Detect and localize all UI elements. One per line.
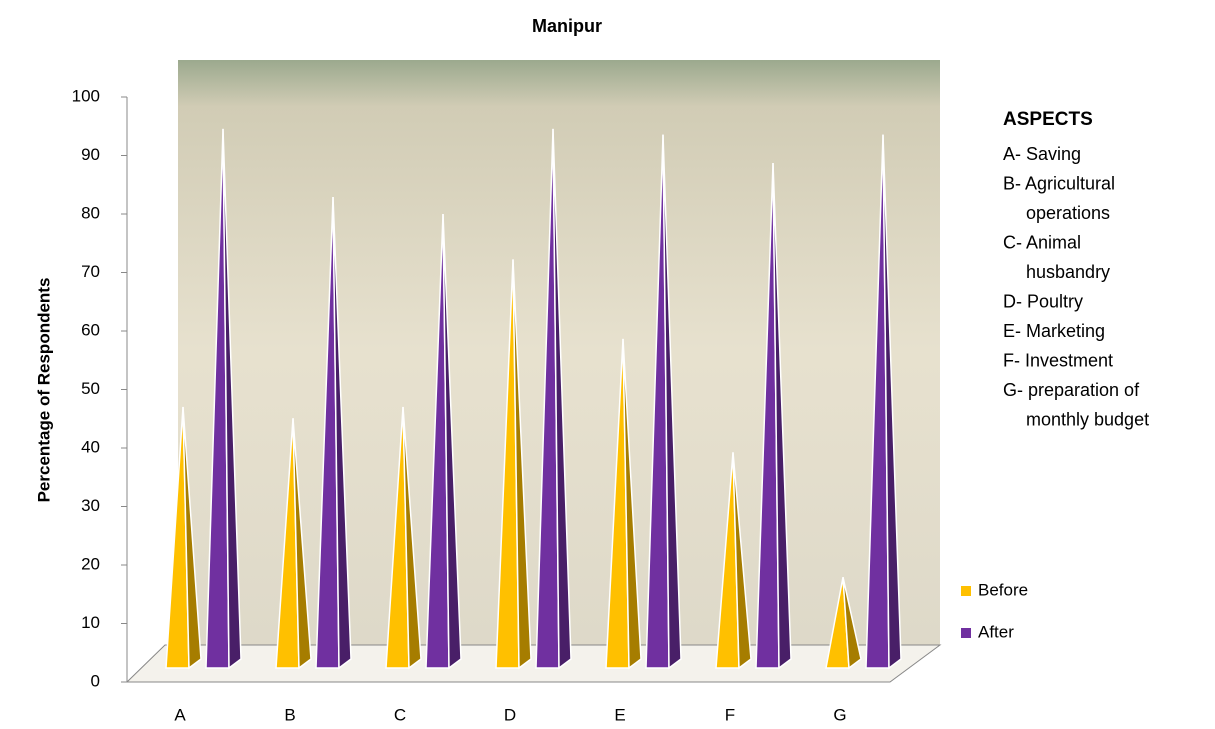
y-tick-label: 100 xyxy=(72,86,100,105)
pyramid-face xyxy=(622,338,642,670)
pyramid-face xyxy=(332,196,352,670)
pyramid xyxy=(825,577,862,670)
x-tick-label: D xyxy=(504,705,516,724)
pyramid-face xyxy=(182,406,202,670)
pyramid xyxy=(165,406,202,670)
aspects-title: ASPECTS xyxy=(1003,109,1093,130)
aspect-line: D- Poultry xyxy=(1003,291,1083,311)
pyramid xyxy=(495,259,532,670)
pyramid-face xyxy=(732,452,752,670)
aspect-line: C- Animal xyxy=(1003,232,1081,252)
y-tick-label: 30 xyxy=(81,496,100,515)
y-tick-label: 90 xyxy=(81,145,100,164)
pyramid xyxy=(205,128,242,670)
aspect-line: B- Agricultural xyxy=(1003,173,1115,193)
pyramid xyxy=(605,338,642,670)
aspect-line: A- Saving xyxy=(1003,144,1081,164)
y-tick-label: 10 xyxy=(81,613,100,632)
y-tick-label: 40 xyxy=(81,437,100,456)
pyramid xyxy=(645,134,682,670)
legend-swatch xyxy=(961,628,971,638)
pyramid xyxy=(755,162,792,670)
y-tick-label: 80 xyxy=(81,203,100,222)
pyramid xyxy=(715,452,752,670)
aspect-line: husbandry xyxy=(1026,262,1110,282)
x-tick-label: A xyxy=(174,705,186,724)
floor xyxy=(125,644,942,683)
pyramid-face xyxy=(402,406,422,670)
y-axis-label: Percentage of Respondents xyxy=(34,278,53,503)
legend-label: Before xyxy=(978,580,1028,599)
aspect-line: E- Marketing xyxy=(1003,321,1105,341)
y-tick-label: 20 xyxy=(81,554,100,573)
x-tick-label: C xyxy=(394,705,406,724)
aspect-line: operations xyxy=(1026,203,1110,223)
pyramid-face xyxy=(552,128,572,670)
chart-title: Manipur xyxy=(532,16,602,36)
aspect-line: monthly budget xyxy=(1026,409,1149,429)
pyramid xyxy=(385,406,422,670)
pyramid xyxy=(865,134,902,670)
pyramid xyxy=(425,214,462,670)
pyramid-face xyxy=(512,259,532,670)
legend-swatch xyxy=(961,586,971,596)
pyramid xyxy=(535,128,572,670)
pyramid-face xyxy=(772,162,792,670)
y-tick-label: 50 xyxy=(81,379,100,398)
pyramid xyxy=(315,196,352,670)
pyramid xyxy=(275,418,312,670)
pyramid-face xyxy=(662,134,682,670)
y-tick-label: 70 xyxy=(81,262,100,281)
legend-label: After xyxy=(978,622,1014,641)
pyramid-face xyxy=(292,418,312,670)
pyramid-face xyxy=(222,128,242,670)
x-tick-label: B xyxy=(284,705,295,724)
aspect-line: F- Investment xyxy=(1003,350,1113,370)
y-tick-label: 0 xyxy=(91,671,100,690)
pyramid-face xyxy=(882,134,902,670)
x-tick-label: G xyxy=(833,705,846,724)
pyramid-face xyxy=(442,214,462,670)
y-tick-label: 60 xyxy=(81,320,100,339)
x-tick-label: F xyxy=(725,705,735,724)
aspect-line: G- preparation of xyxy=(1003,380,1140,400)
x-tick-label: E xyxy=(614,705,625,724)
pyramid-face xyxy=(842,577,862,670)
